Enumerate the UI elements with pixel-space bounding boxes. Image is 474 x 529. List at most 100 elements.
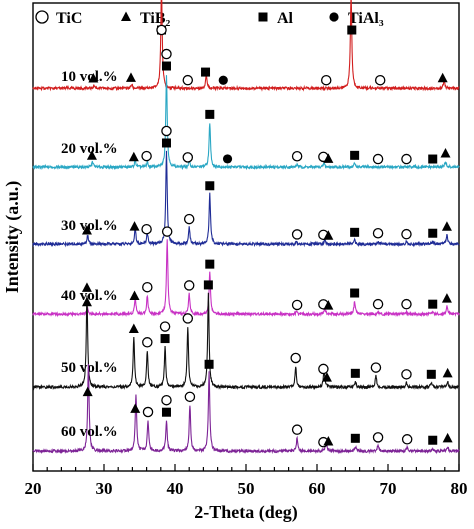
al-square-icon — [205, 259, 215, 269]
legend-entry: Al — [258, 10, 294, 27]
tib2-triangle-icon — [321, 372, 332, 382]
tib2-triangle-icon — [88, 73, 99, 83]
tic-open-circle-icon — [183, 280, 195, 291]
tic-open-circle-icon — [374, 74, 386, 86]
tic-open-circle-icon — [161, 394, 172, 406]
tib2-triangle-icon — [81, 296, 92, 307]
tic-open-circle-icon — [142, 281, 153, 293]
tib2-triangle-icon — [437, 72, 448, 83]
tib2-triangle-icon — [323, 153, 334, 163]
legend-entry: TiB₂ — [121, 10, 171, 27]
tic-open-circle-icon — [142, 337, 153, 348]
al-square-icon — [347, 25, 357, 35]
tic-open-circle-icon — [161, 125, 172, 137]
tib2-triangle-icon — [82, 386, 93, 397]
tic-open-circle-icon — [159, 321, 171, 332]
tic-open-circle-icon — [291, 151, 303, 162]
tib2-triangle-icon — [442, 432, 453, 443]
tib2-triangle-icon — [440, 147, 451, 158]
al-square-icon — [428, 228, 438, 238]
x-axis-label: 2-Theta (deg) — [194, 502, 297, 523]
x-tick-label: 50 — [238, 479, 255, 498]
tic-open-circle-icon — [401, 228, 412, 240]
tic-open-circle-icon — [182, 152, 194, 163]
tic-open-circle-icon — [372, 298, 384, 310]
al-square-icon — [203, 280, 213, 290]
al-square-icon — [428, 435, 438, 445]
series-label: 20 vol.% — [61, 141, 118, 157]
al-square-icon — [426, 369, 436, 379]
tib2-triangle-icon — [441, 293, 452, 303]
tic-open-circle-icon — [141, 223, 152, 235]
series-label: 10 vol.% — [61, 69, 118, 85]
al-square-icon — [204, 359, 214, 369]
tic-open-circle-icon — [401, 298, 412, 310]
tic-open-circle-icon — [291, 229, 303, 240]
series-line — [32, 0, 460, 92]
legend-entry: TiC — [35, 10, 82, 27]
al-square-icon — [428, 154, 438, 164]
tic-open-circle-icon — [161, 48, 172, 60]
series-label: 30 vol.% — [61, 218, 118, 234]
tib2-triangle-icon — [86, 150, 97, 160]
y-axis-label: Intensity (a.u.) — [2, 181, 23, 294]
tib2-triangle-icon — [121, 11, 131, 21]
tib2-triangle-icon — [129, 221, 140, 231]
series-label: 60 vol.% — [61, 424, 118, 440]
legend-label: TiC — [56, 10, 82, 27]
al-square-icon — [350, 150, 360, 160]
tib2-triangle-icon — [81, 282, 92, 292]
legend: TiC TiB₂ Al TiAl₃ — [35, 10, 384, 27]
tib2-triangle-icon — [81, 225, 92, 235]
tic-open-circle-icon — [156, 24, 167, 36]
series-layer: 10 vol.% 20 vol.% 30 vol.% 40 vol.% 50 vol.%… — [32, 0, 460, 455]
tic-open-circle-icon — [184, 391, 196, 403]
tic-open-circle-icon — [182, 313, 194, 324]
tic-open-circle-icon — [35, 10, 49, 24]
series-line — [32, 363, 460, 455]
al-square-icon — [205, 109, 215, 119]
tic-open-circle-icon — [290, 352, 301, 364]
tic-open-circle-icon — [401, 434, 413, 445]
tic-open-circle-icon — [142, 406, 154, 418]
tib2-triangle-icon — [125, 72, 136, 82]
legend-label: TiB₂ — [140, 10, 171, 27]
tic-open-circle-icon — [372, 228, 384, 239]
marker-layer — [81, 24, 453, 448]
al-square-icon — [161, 61, 171, 71]
tic-open-circle-icon — [161, 226, 173, 237]
tial3-filled-circle-icon — [222, 154, 233, 164]
tib2-triangle-icon — [128, 323, 139, 333]
x-axis: 20 30 40 50 60 70 80 — [25, 464, 468, 498]
x-tick-label: 20 — [25, 479, 42, 498]
tic-open-circle-icon — [370, 362, 382, 373]
tic-open-circle-icon — [320, 74, 332, 86]
tib2-triangle-icon — [323, 230, 334, 240]
series-line — [32, 292, 460, 391]
series-label: 40 vol.% — [61, 288, 118, 304]
tib2-triangle-icon — [129, 290, 140, 301]
tib2-triangle-icon — [130, 403, 141, 413]
al-square-icon — [350, 288, 360, 298]
legend-entry: TiAl₃ — [329, 10, 384, 27]
tial3-filled-circle-icon — [218, 75, 228, 85]
series-label: 50 vol.% — [61, 360, 118, 376]
al-square-icon — [350, 433, 360, 443]
x-tick-label: 70 — [380, 479, 397, 498]
tic-open-circle-icon — [141, 150, 152, 162]
tic-open-circle-icon — [372, 432, 384, 443]
al-square-icon — [350, 227, 360, 237]
tic-open-circle-icon — [401, 369, 412, 380]
x-tick-label: 80 — [451, 479, 468, 498]
al-square-icon — [428, 299, 438, 309]
series-line — [32, 239, 460, 318]
al-square-icon — [350, 368, 360, 378]
al-square-icon — [160, 334, 170, 344]
al-square-icon — [205, 181, 215, 191]
x-tick-label: 30 — [96, 479, 113, 498]
tic-open-circle-icon — [318, 363, 329, 375]
tib2-triangle-icon — [323, 436, 334, 446]
tic-open-circle-icon — [291, 424, 303, 435]
tic-open-circle-icon — [183, 213, 195, 225]
